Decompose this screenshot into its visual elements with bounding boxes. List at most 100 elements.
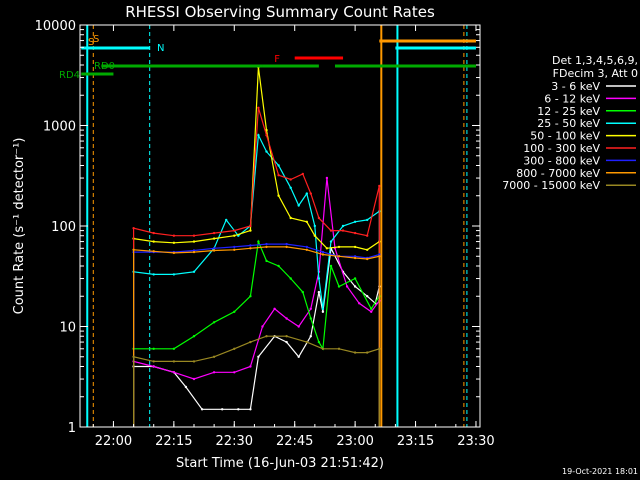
series-point-3-9 — [265, 150, 268, 153]
legend-header-line-1: Det 1,3,4,5,6,9, — [552, 54, 638, 67]
series-point-0-14 — [321, 310, 325, 313]
series-point-6-8 — [285, 242, 288, 246]
y-tick-label-4: 10000 — [35, 19, 76, 34]
series-point-0-5 — [221, 408, 224, 411]
status-flags: S F RD0 RD4 S N — [59, 34, 476, 81]
y-tick-label-1: 10 — [59, 321, 76, 336]
series-point-5-13 — [317, 216, 321, 220]
x-tick-label-4: 23:00 — [336, 434, 373, 449]
series-point-6-10 — [321, 250, 325, 254]
series-point-7-1 — [152, 250, 155, 253]
series-point-5-17 — [366, 234, 369, 237]
series-line-4 — [133, 67, 380, 427]
series-point-5-2 — [172, 234, 176, 237]
series-point-0-17 — [353, 285, 357, 288]
series-point-3-2 — [172, 273, 176, 276]
series-point-5-14 — [329, 229, 333, 232]
series-point-2-17 — [353, 277, 357, 280]
series-point-5-10 — [289, 178, 292, 181]
series-point-2-15 — [329, 264, 333, 268]
series-point-4-4 — [212, 237, 216, 240]
x-axis-label: Start Time (16-Jun-03 21:51:42) — [176, 456, 384, 471]
legend-label-7: 800 - 7000 keV — [516, 167, 600, 180]
series-point-4-1 — [152, 240, 155, 243]
series-point-1-16 — [358, 302, 361, 305]
timestamp: 19-Oct-2021 18:01 — [562, 467, 638, 476]
x-tick-label-2: 22:30 — [216, 434, 253, 449]
series-point-6-4 — [212, 247, 216, 250]
series-point-7-5 — [233, 248, 236, 251]
series-point-8-11 — [337, 347, 341, 350]
series-point-6-14 — [378, 253, 381, 256]
series-point-2-11 — [301, 290, 304, 294]
series-point-5-15 — [341, 229, 345, 232]
series-point-7-13 — [366, 257, 369, 261]
flag-label-s: S — [93, 34, 99, 45]
series-point-1-2 — [172, 371, 176, 374]
series-point-4-12 — [313, 234, 316, 237]
flag-label-rd0: RD0 — [94, 61, 115, 72]
series-point-4-10 — [289, 216, 292, 220]
flag-label-s: S — [88, 37, 94, 48]
series-point-1-11 — [309, 307, 312, 310]
series-point-5-1 — [152, 231, 155, 235]
series-point-1-3 — [192, 377, 196, 381]
series-point-0-7 — [249, 408, 252, 411]
y-ticks: 1 10 100 1000 10000 — [35, 19, 480, 436]
series-point-1-5 — [233, 371, 236, 374]
series-point-8-5 — [233, 347, 236, 350]
x-tick-label-5: 23:15 — [397, 434, 434, 449]
series-point-0-8 — [257, 355, 260, 358]
series-point-5-0 — [132, 227, 135, 230]
series-point-2-13 — [317, 340, 321, 344]
series-point-1-17 — [370, 310, 373, 313]
series-point-2-6 — [249, 295, 252, 298]
series-point-7-9 — [305, 248, 308, 251]
series-point-4-13 — [325, 247, 329, 250]
series-point-0-4 — [200, 408, 204, 411]
series-point-3-8 — [257, 134, 260, 137]
series-point-7-12 — [353, 256, 357, 260]
series-point-8-14 — [378, 347, 381, 350]
series-point-3-10 — [277, 164, 280, 167]
series-point-0-6 — [237, 408, 240, 411]
series-group — [132, 66, 381, 427]
flag-label-n: N — [157, 43, 164, 54]
series-line-2 — [133, 239, 380, 427]
series-point-2-2 — [172, 347, 176, 350]
legend-label-2: 12 - 25 keV — [537, 105, 600, 118]
series-point-1-8 — [273, 307, 276, 310]
series-point-8-7 — [265, 335, 268, 338]
series-point-3-11 — [289, 186, 292, 189]
series-point-1-15 — [345, 285, 349, 288]
series-point-2-16 — [337, 285, 341, 288]
series-point-0-18 — [366, 295, 369, 298]
series-point-8-12 — [353, 351, 357, 354]
series-point-5-7 — [257, 106, 260, 110]
series-point-3-14 — [313, 224, 316, 228]
series-point-5-18 — [378, 184, 381, 188]
series-point-6-7 — [265, 242, 268, 246]
series-point-6-9 — [305, 245, 308, 249]
series-point-1-7 — [261, 325, 264, 328]
series-point-8-0 — [132, 355, 135, 358]
series-point-8-6 — [249, 340, 252, 344]
series-point-3-19 — [353, 220, 357, 223]
series-point-3-18 — [341, 224, 345, 228]
series-point-5-5 — [233, 229, 236, 232]
series-point-4-5 — [233, 234, 236, 237]
series-point-7-11 — [337, 255, 341, 258]
series-point-4-2 — [172, 241, 176, 244]
series-point-0-10 — [285, 340, 288, 344]
series-point-7-3 — [192, 250, 196, 254]
series-point-2-7 — [257, 240, 260, 243]
y-tick-label-3: 1000 — [43, 120, 76, 135]
series-point-8-3 — [192, 360, 196, 363]
series-point-7-10 — [321, 253, 325, 256]
series-point-8-9 — [305, 340, 308, 344]
series-point-8-1 — [152, 360, 155, 363]
series-point-2-4 — [212, 321, 216, 324]
series-point-5-6 — [249, 224, 252, 228]
y-tick-label-0: 1 — [68, 421, 76, 436]
